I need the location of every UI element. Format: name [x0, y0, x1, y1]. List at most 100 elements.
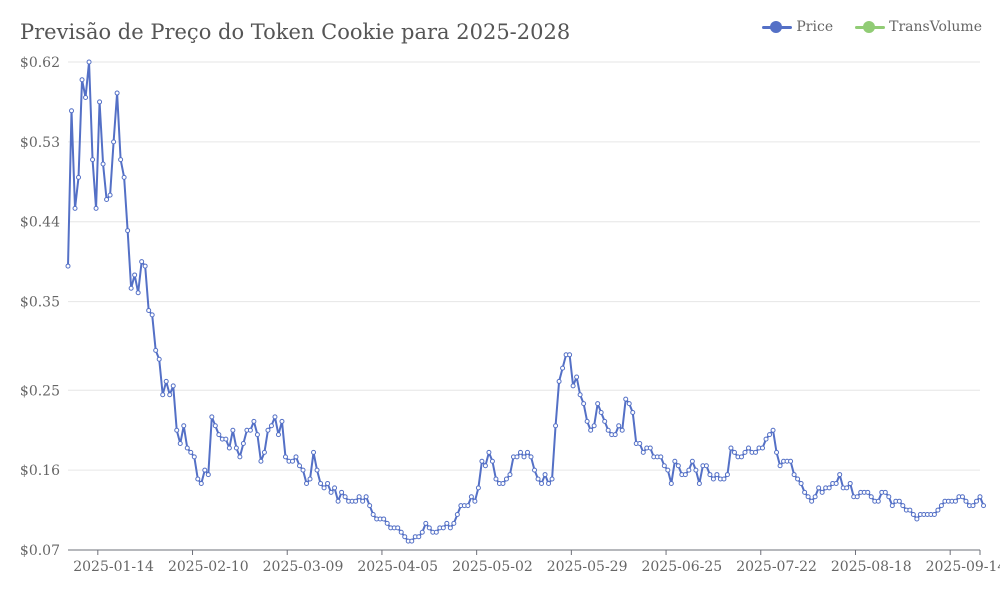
- price-point: [121, 174, 127, 180]
- price-point: [297, 463, 303, 469]
- price-point: [289, 458, 295, 464]
- y-tick-label: $0.25: [20, 383, 60, 399]
- x-tick-label: 2025-08-18: [831, 559, 912, 575]
- price-point: [202, 467, 208, 473]
- price-point: [402, 534, 408, 540]
- legend-swatch-transvolume-dot: [863, 21, 876, 33]
- price-point: [233, 445, 239, 451]
- chart-title: Previsão de Preço do Token Cookie para 2…: [20, 20, 571, 44]
- price-point: [865, 489, 871, 495]
- price-point: [819, 489, 825, 495]
- price-point: [791, 472, 797, 478]
- price-point: [788, 458, 794, 464]
- price-point: [532, 467, 538, 473]
- price-line: [67, 61, 985, 543]
- price-point: [581, 401, 587, 407]
- y-tick-label: $0.16: [20, 463, 60, 479]
- price-point: [514, 454, 520, 460]
- price-point: [254, 432, 260, 438]
- price-point: [433, 529, 439, 535]
- price-point: [398, 529, 404, 535]
- price-point: [247, 427, 253, 433]
- price-point: [265, 427, 271, 433]
- price-point: [517, 449, 523, 455]
- price-point: [381, 516, 387, 522]
- price-point: [160, 392, 166, 398]
- price-point: [156, 356, 162, 362]
- price-point: [854, 494, 860, 500]
- price-point: [237, 454, 243, 460]
- price-point: [282, 454, 288, 460]
- price-point: [465, 503, 471, 509]
- price-point: [689, 458, 695, 464]
- legend-item-transvolume[interactable]: TransVolume: [855, 19, 982, 35]
- price-point: [528, 454, 534, 460]
- price-point: [525, 449, 531, 455]
- price-point: [342, 494, 348, 500]
- legend-swatch-price: [762, 20, 793, 34]
- price-point: [760, 445, 766, 451]
- price-point: [981, 503, 987, 509]
- price-point: [261, 449, 267, 455]
- price-point: [272, 414, 278, 420]
- x-tick-label: 2025-03-09: [263, 559, 344, 575]
- price-point: [616, 423, 622, 429]
- price-point: [419, 529, 425, 535]
- price-point: [142, 263, 148, 269]
- price-point: [212, 423, 218, 429]
- price-point: [489, 458, 495, 464]
- price-point: [844, 485, 850, 491]
- price-point: [135, 290, 141, 296]
- price-point: [809, 498, 815, 504]
- price-point: [661, 463, 667, 469]
- price-point: [65, 263, 71, 269]
- price-point: [745, 445, 751, 451]
- price-point: [812, 494, 818, 500]
- price-point: [647, 445, 653, 451]
- price-point: [384, 520, 390, 526]
- price-point: [293, 454, 299, 460]
- price-point: [605, 427, 611, 433]
- price-point: [542, 472, 548, 478]
- price-point: [595, 401, 601, 407]
- price-point: [181, 423, 187, 429]
- price-point: [184, 445, 190, 451]
- price-point: [409, 538, 415, 544]
- price-point: [556, 378, 562, 384]
- price-point: [826, 485, 832, 491]
- price-point: [307, 476, 313, 482]
- price-point: [205, 472, 211, 478]
- price-point: [311, 449, 317, 455]
- price-point: [774, 449, 780, 455]
- price-point: [139, 259, 145, 265]
- price-point: [623, 396, 629, 402]
- legend-item-price[interactable]: Price: [762, 19, 833, 35]
- price-point: [226, 445, 232, 451]
- price-point: [339, 489, 345, 495]
- price-point: [935, 507, 941, 513]
- price-point: [328, 489, 334, 495]
- price-point: [104, 197, 110, 203]
- price-point: [79, 77, 85, 83]
- price-point: [521, 454, 527, 460]
- price-point: [742, 449, 748, 455]
- price-point: [574, 374, 580, 380]
- price-point: [128, 285, 134, 291]
- price-point: [535, 476, 541, 482]
- price-point: [279, 418, 285, 424]
- price-point: [802, 489, 808, 495]
- price-point: [630, 409, 636, 415]
- price-point: [174, 427, 180, 433]
- y-tick-label: $0.44: [20, 215, 60, 231]
- price-point: [675, 463, 681, 469]
- price-point: [83, 94, 89, 100]
- price-point: [816, 485, 822, 491]
- price-point: [240, 441, 246, 447]
- price-point: [914, 516, 920, 522]
- price-point: [423, 520, 429, 526]
- price-point: [626, 401, 632, 407]
- price-point: [153, 347, 159, 353]
- price-point: [868, 494, 874, 500]
- price-point: [314, 467, 320, 473]
- y-tick-label: $0.07: [20, 543, 60, 559]
